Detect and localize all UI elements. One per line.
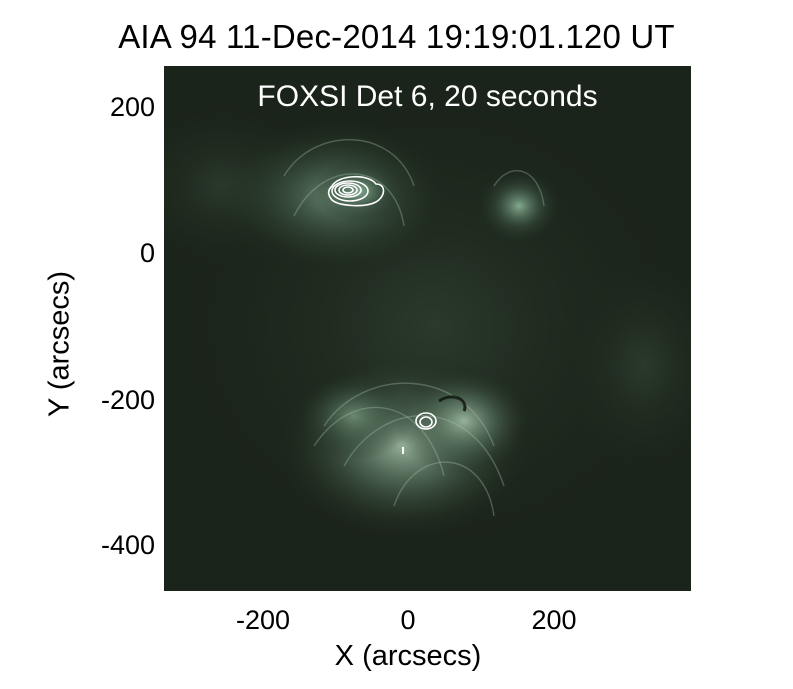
x-tick-label: 0: [400, 605, 416, 635]
image-title: AIA 94 11-Dec-2014 19:19:01.120 UT: [118, 18, 675, 55]
y-tick-label: -400: [100, 530, 155, 560]
y-axis-label: Y (arcsecs): [43, 270, 76, 418]
x-tick-label: 200: [531, 605, 577, 635]
overlay-label: FOXSI Det 6, 20 seconds: [257, 80, 598, 113]
solar-image-panel: FOXSI Det 6, 20 seconds: [164, 66, 691, 591]
y-tick-label: -200: [100, 385, 155, 415]
x-tick-label: -200: [235, 605, 291, 635]
y-tick-label: 0: [139, 238, 155, 268]
aia-image: [164, 66, 691, 591]
xray-contours-south: [415, 412, 437, 430]
x-axis-label: X (arcsecs): [334, 640, 482, 672]
contour-fragment: [402, 447, 404, 454]
y-axis-label-container: Y (arcsecs): [40, 0, 80, 689]
xray-contours-north: [327, 175, 385, 207]
y-tick-label: 200: [109, 92, 155, 122]
